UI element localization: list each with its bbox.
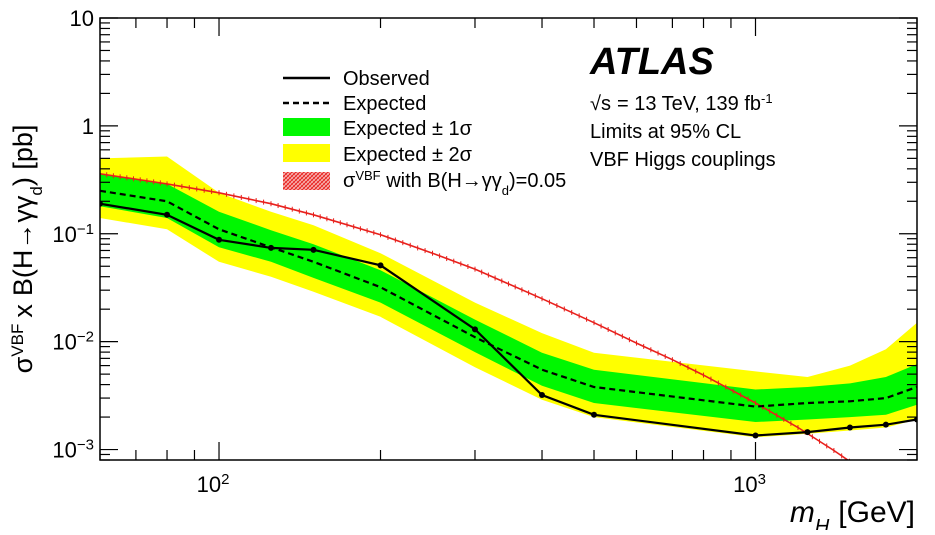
expected-line — [100, 189, 917, 408]
legend-two-sigma-swatch — [283, 144, 330, 162]
atlas-label: ATLAS — [589, 41, 714, 83]
x-tick-label: 102 — [197, 471, 230, 498]
y-tick-label: 1 — [82, 114, 94, 139]
legend-theory-sigma: σ — [343, 170, 356, 192]
legend-theory-label: σVBF with B(H→γγd)=0.05 — [343, 168, 566, 198]
legend-two-sigma-label: Expected ± 2σ — [343, 144, 473, 166]
x-label-sub: H — [815, 516, 830, 530]
curves — [100, 171, 917, 460]
theory-markers — [100, 171, 850, 460]
legend-theory-swatch — [283, 172, 330, 190]
energy-label: √s = 13 TeV, 139 fb-1 — [590, 91, 773, 116]
observed-point — [882, 421, 889, 428]
y-label-gamma-sub: d — [27, 186, 46, 195]
legend-observed-label: Observed — [343, 68, 430, 90]
observed-point — [804, 429, 811, 436]
energy-sup: -1 — [761, 91, 773, 106]
axis-ticks — [99, 17, 918, 461]
observed-point — [377, 262, 384, 269]
observed-point — [539, 392, 546, 399]
observed-point — [310, 246, 317, 253]
x-axis-label: mH [GeV] — [790, 496, 915, 530]
two-sigma-band — [100, 156, 917, 438]
tick-labels: 102 103 10−3 10−2 10−1 1 10 — [52, 6, 766, 497]
legend-theory-sup: VBF — [355, 168, 380, 183]
observed-point — [471, 326, 478, 333]
observed-point — [268, 244, 275, 251]
legend-one-sigma-swatch — [283, 118, 330, 136]
y-tick-label: 10−2 — [52, 328, 94, 355]
y-label-times: x — [8, 304, 38, 318]
legend-expected-label: Expected — [343, 93, 426, 115]
x-label-unit: [GeV] — [838, 496, 915, 529]
energy-sqrt: √s — [590, 93, 611, 115]
observed-line — [100, 202, 917, 437]
y-tick-label: 10−3 — [52, 436, 94, 463]
uncertainty-bands — [100, 156, 917, 438]
y-label-branch: B(H→γγ — [8, 195, 38, 296]
y-label-tail: ) [pb] — [8, 125, 38, 187]
x-tick-label: 103 — [733, 471, 766, 498]
y-axis-label: σVBF x B(H→γγd) [pb] — [8, 125, 46, 374]
y-tick-label: 10 — [70, 6, 94, 31]
legend-one-sigma-label: Expected ± 1σ — [343, 118, 473, 140]
one-sigma-band — [100, 173, 917, 422]
observed-point — [846, 424, 853, 431]
x-label-var: m — [790, 496, 815, 529]
y-label-sigma: σ — [8, 356, 38, 373]
legend-theory-post: )=0.05 — [509, 170, 566, 192]
y-tick-label: 10−1 — [52, 220, 94, 247]
cl-label: Limits at 95% CL — [590, 121, 741, 143]
energy-rest: = 13 TeV, 139 fb — [617, 93, 761, 115]
observed-point — [591, 411, 598, 418]
observed-point — [752, 432, 759, 439]
observed-point — [164, 211, 171, 218]
legend-theory-sub: d — [502, 183, 509, 198]
legend: Observed Expected Expected ± 1σ Expected… — [283, 68, 566, 198]
legend-theory-mid: with B(H→γγ — [381, 170, 502, 192]
model-label: VBF Higgs couplings — [590, 149, 776, 171]
observed-point — [216, 236, 223, 243]
y-label-sigma-sup: VBF — [8, 324, 27, 357]
